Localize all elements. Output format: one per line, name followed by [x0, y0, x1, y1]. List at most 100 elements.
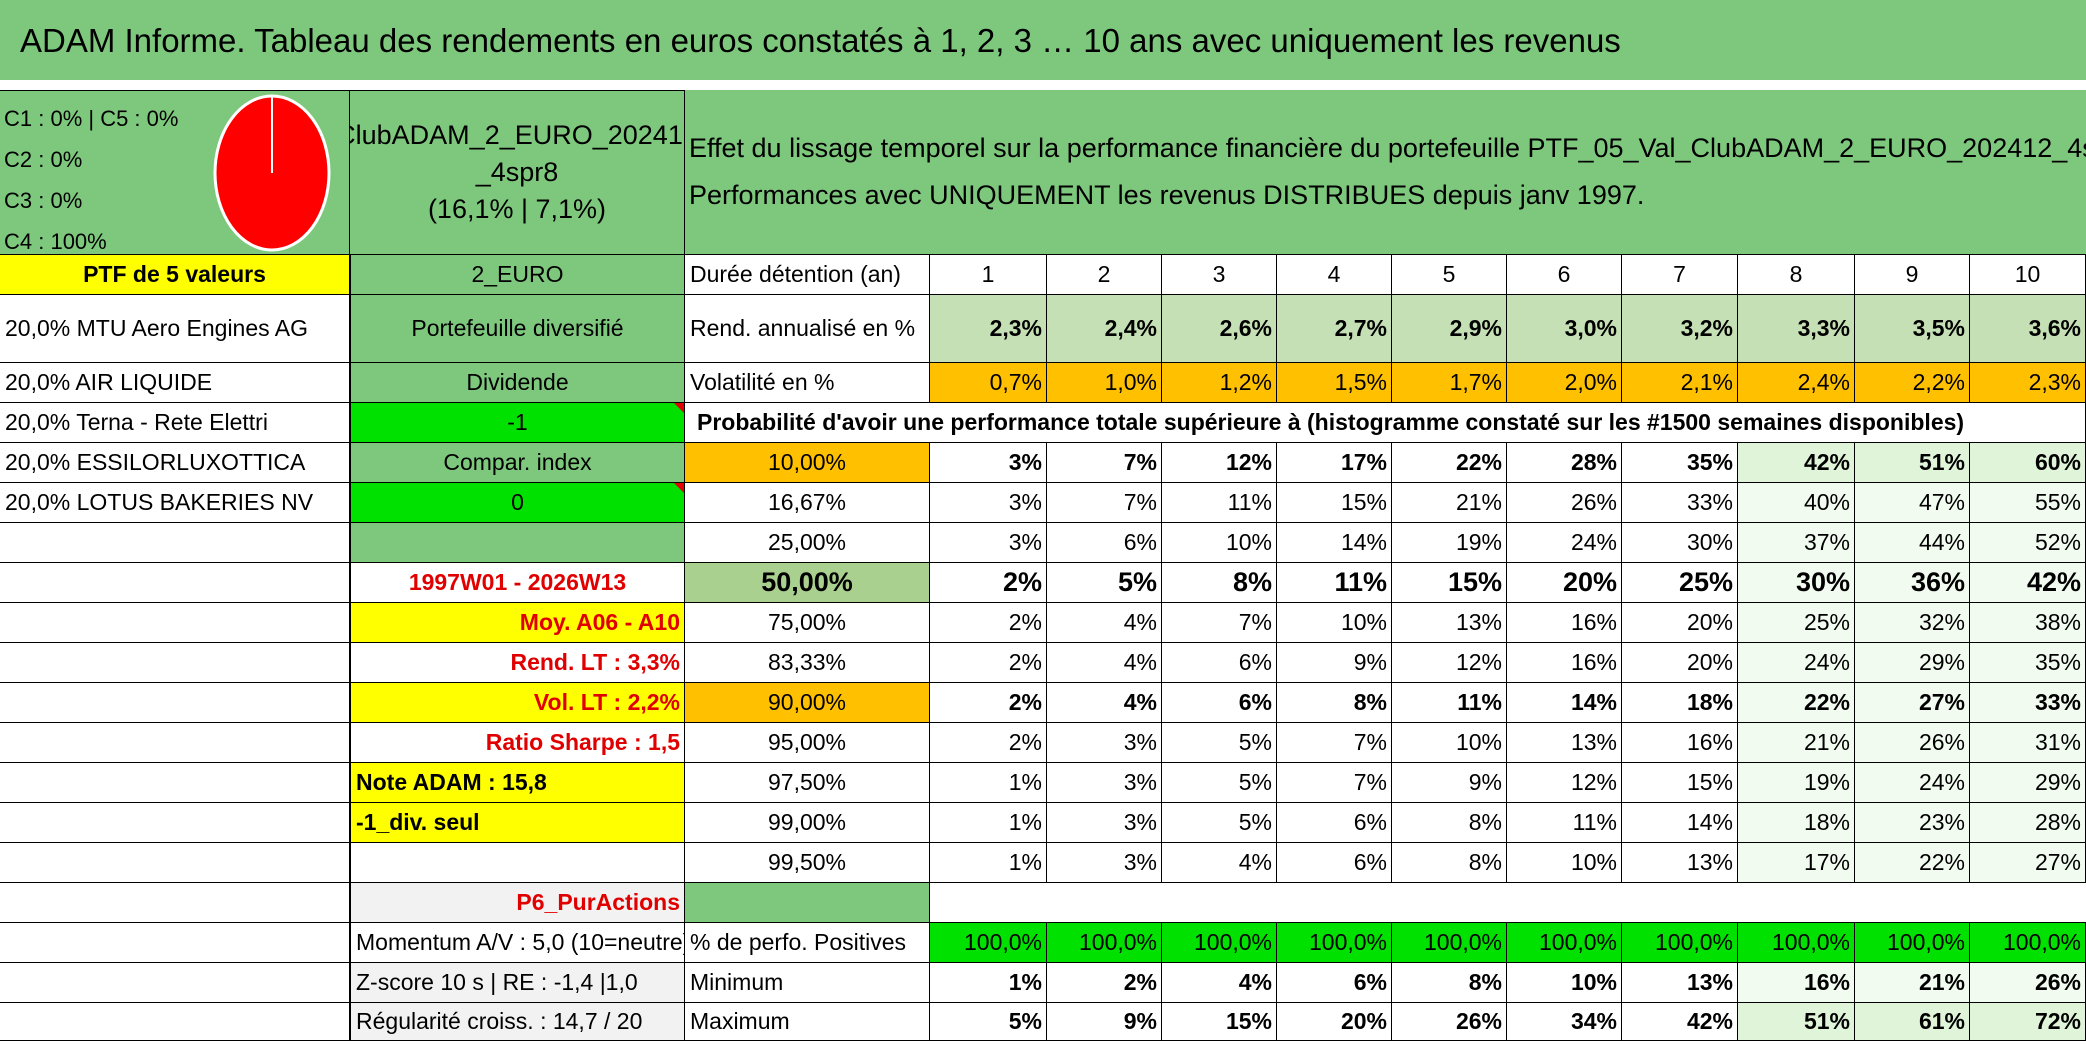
- empty-cell: [0, 723, 350, 763]
- empty-cell: [0, 683, 350, 723]
- quantile-value: 3%: [930, 523, 1047, 563]
- year-header: 3: [1162, 255, 1277, 295]
- quantile-value: 55%: [1970, 483, 2086, 523]
- quantile-value: 38%: [1970, 603, 2086, 643]
- categories-list: C1 : 0% | C5 : 0% C2 : 0% C3 : 0% C4 : 100%: [4, 98, 194, 262]
- quantile-value: 6%: [1277, 803, 1392, 843]
- quantile-value: 3%: [1047, 723, 1162, 763]
- year-header: 2: [1047, 255, 1162, 295]
- pos-value: 100,0%: [1622, 923, 1738, 963]
- year-header: 8: [1738, 255, 1855, 295]
- portfolio-perf: (16,1% | 7,1%): [427, 194, 607, 224]
- pos-value: 100,0%: [1507, 923, 1622, 963]
- vol-label: Volatilité en %: [685, 363, 930, 403]
- quantile-value: 7%: [1162, 603, 1277, 643]
- quantile-value: 7%: [1047, 443, 1162, 483]
- max-value: 51%: [1738, 1003, 1855, 1041]
- quantile-label: 83,33%: [685, 643, 930, 683]
- empty-cell: [0, 923, 350, 963]
- quantile-value: 6%: [1162, 643, 1277, 683]
- empty-cell: [0, 523, 350, 563]
- vol-value: 2,0%: [1507, 363, 1622, 403]
- quantile-value: 35%: [1622, 443, 1738, 483]
- quantile-value: 8%: [1277, 683, 1392, 723]
- quantile-value: 8%: [1392, 843, 1507, 883]
- quantile-value: 4%: [1047, 643, 1162, 683]
- year-header: 6: [1507, 255, 1622, 295]
- category-line: C1 : 0% | C5 : 0%: [4, 105, 179, 131]
- pos-value: 100,0%: [1392, 923, 1507, 963]
- portfolio-name-line1: ClubADAM_2_EURO_202412: [350, 120, 685, 150]
- max-value: 72%: [1970, 1003, 2086, 1041]
- max-value: 42%: [1622, 1003, 1738, 1041]
- max-value: 26%: [1392, 1003, 1507, 1041]
- empty-cell: [0, 803, 350, 843]
- ratio-sharpe: Ratio Sharpe : 1,5: [350, 723, 685, 763]
- quantile-value: 10%: [1392, 723, 1507, 763]
- rend-value: 2,9%: [1392, 295, 1507, 363]
- quantile-value: 52%: [1970, 523, 2086, 563]
- momentum: Momentum A/V : 5,0 (10=neutre): [350, 923, 685, 963]
- quantile-value: 9%: [1392, 763, 1507, 803]
- quantile-value: 19%: [1738, 763, 1855, 803]
- quantile-value: 23%: [1855, 803, 1970, 843]
- quantile-value: 16%: [1507, 643, 1622, 683]
- zscore: Z-score 10 s | RE : -1,4 |1,0: [350, 963, 685, 1003]
- dividende-value: -1: [350, 403, 685, 443]
- quantile-value: 4%: [1047, 603, 1162, 643]
- pos-value: 100,0%: [1738, 923, 1855, 963]
- quantile-value: 15%: [1277, 483, 1392, 523]
- portfolio-cell: ClubADAM_2_EURO_202412 _4spr8 (16,1% | 7…: [350, 90, 685, 255]
- quantile-value: 7%: [1047, 483, 1162, 523]
- quantile-value: 3%: [930, 483, 1047, 523]
- empty-cell: [0, 883, 350, 923]
- year-header: 7: [1622, 255, 1738, 295]
- min-value: 2%: [1047, 963, 1162, 1003]
- quantile-value: 15%: [1622, 763, 1738, 803]
- max-value: 20%: [1277, 1003, 1392, 1041]
- quantile-value: 30%: [1622, 523, 1738, 563]
- duree-label: Durée détention (an): [685, 255, 930, 295]
- quantile-value: 27%: [1970, 843, 2086, 883]
- vol-value: 2,2%: [1855, 363, 1970, 403]
- vol-value: 2,4%: [1738, 363, 1855, 403]
- holding-row: 20,0% ESSILORLUXOTTICA: [0, 443, 350, 483]
- quantile-label: 10,00%: [685, 443, 930, 483]
- quantile-value: 42%: [1738, 443, 1855, 483]
- min-value: 10%: [1507, 963, 1622, 1003]
- empty-cell: [0, 843, 350, 883]
- compar-index-label: Compar. index: [350, 443, 685, 483]
- header-line2: Performances avec UNIQUEMENT les revenus…: [689, 180, 1645, 210]
- category-line: C4 : 100%: [4, 228, 107, 254]
- quantile-value: 6%: [1277, 843, 1392, 883]
- header-description: Effet du lissage temporel sur la perform…: [685, 90, 2086, 255]
- vol-value: 1,7%: [1392, 363, 1507, 403]
- quantile-value: 16%: [1622, 723, 1738, 763]
- quantile-value: 25%: [1622, 563, 1738, 603]
- empty-cell: [930, 883, 2086, 923]
- holding-row: 20,0% Terna - Rete Elettri: [0, 403, 350, 443]
- rend-label: Rend. annualisé en %: [685, 295, 930, 363]
- min-value: 4%: [1162, 963, 1277, 1003]
- quantile-value: 35%: [1970, 643, 2086, 683]
- quantile-value: 10%: [1277, 603, 1392, 643]
- vol-value: 1,5%: [1277, 363, 1392, 403]
- quantile-value: 24%: [1738, 643, 1855, 683]
- quantile-value: 22%: [1855, 843, 1970, 883]
- min-label: Minimum: [685, 963, 930, 1003]
- portfolio-code: 2_EURO: [350, 255, 685, 295]
- quantile-value: 14%: [1622, 803, 1738, 843]
- year-header: 4: [1277, 255, 1392, 295]
- holding-row: 20,0% LOTUS BAKERIES NV: [0, 483, 350, 523]
- category-pie-chart: [213, 94, 331, 252]
- year-header: 1: [930, 255, 1047, 295]
- quantile-value: 33%: [1970, 683, 2086, 723]
- quantile-value: 28%: [1507, 443, 1622, 483]
- quantile-value: 26%: [1507, 483, 1622, 523]
- ptf-label: PTF de 5 valeurs: [0, 255, 350, 295]
- quantile-label: 50,00%: [685, 563, 930, 603]
- quantile-value: 9%: [1277, 643, 1392, 683]
- quantile-value: 20%: [1507, 563, 1622, 603]
- quantile-value: 18%: [1738, 803, 1855, 843]
